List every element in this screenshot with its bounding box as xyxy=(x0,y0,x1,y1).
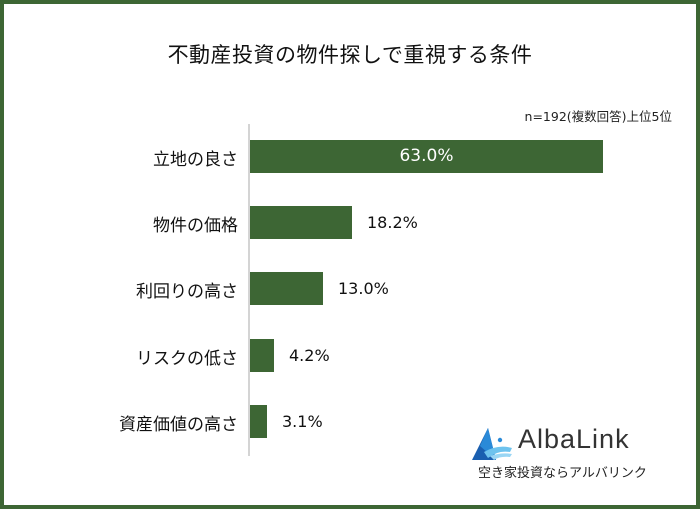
value-label: 13.0% xyxy=(338,279,389,298)
value-label: 4.2% xyxy=(289,346,330,365)
category-label: 物件の価格 xyxy=(153,216,238,236)
value-label: 63.0% xyxy=(399,146,454,166)
sample-note: n=192(複数回答)上位5位 xyxy=(524,109,672,124)
category-label: 利回りの高さ xyxy=(136,282,238,302)
category-label: 立地の良さ xyxy=(153,150,238,170)
brand-name: AlbaLink xyxy=(518,424,630,454)
value-label: 18.2% xyxy=(367,213,418,232)
albalink-triangle-icon xyxy=(472,428,512,460)
brand-tagline: 空き家投資ならアルバリンク xyxy=(478,466,647,481)
bar xyxy=(250,272,323,305)
bar xyxy=(250,339,274,372)
albalink-logo: AlbaLink 空き家投資ならアルバリンク xyxy=(470,424,675,486)
y-axis-line xyxy=(248,124,250,456)
bar xyxy=(250,206,352,239)
bar xyxy=(250,140,603,173)
bar xyxy=(250,405,267,438)
value-label: 3.1% xyxy=(282,412,323,431)
chart-title: 不動産投資の物件探しで重視する条件 xyxy=(167,43,533,67)
category-label: 資産価値の高さ xyxy=(119,415,238,435)
category-label: リスクの低さ xyxy=(136,349,238,369)
